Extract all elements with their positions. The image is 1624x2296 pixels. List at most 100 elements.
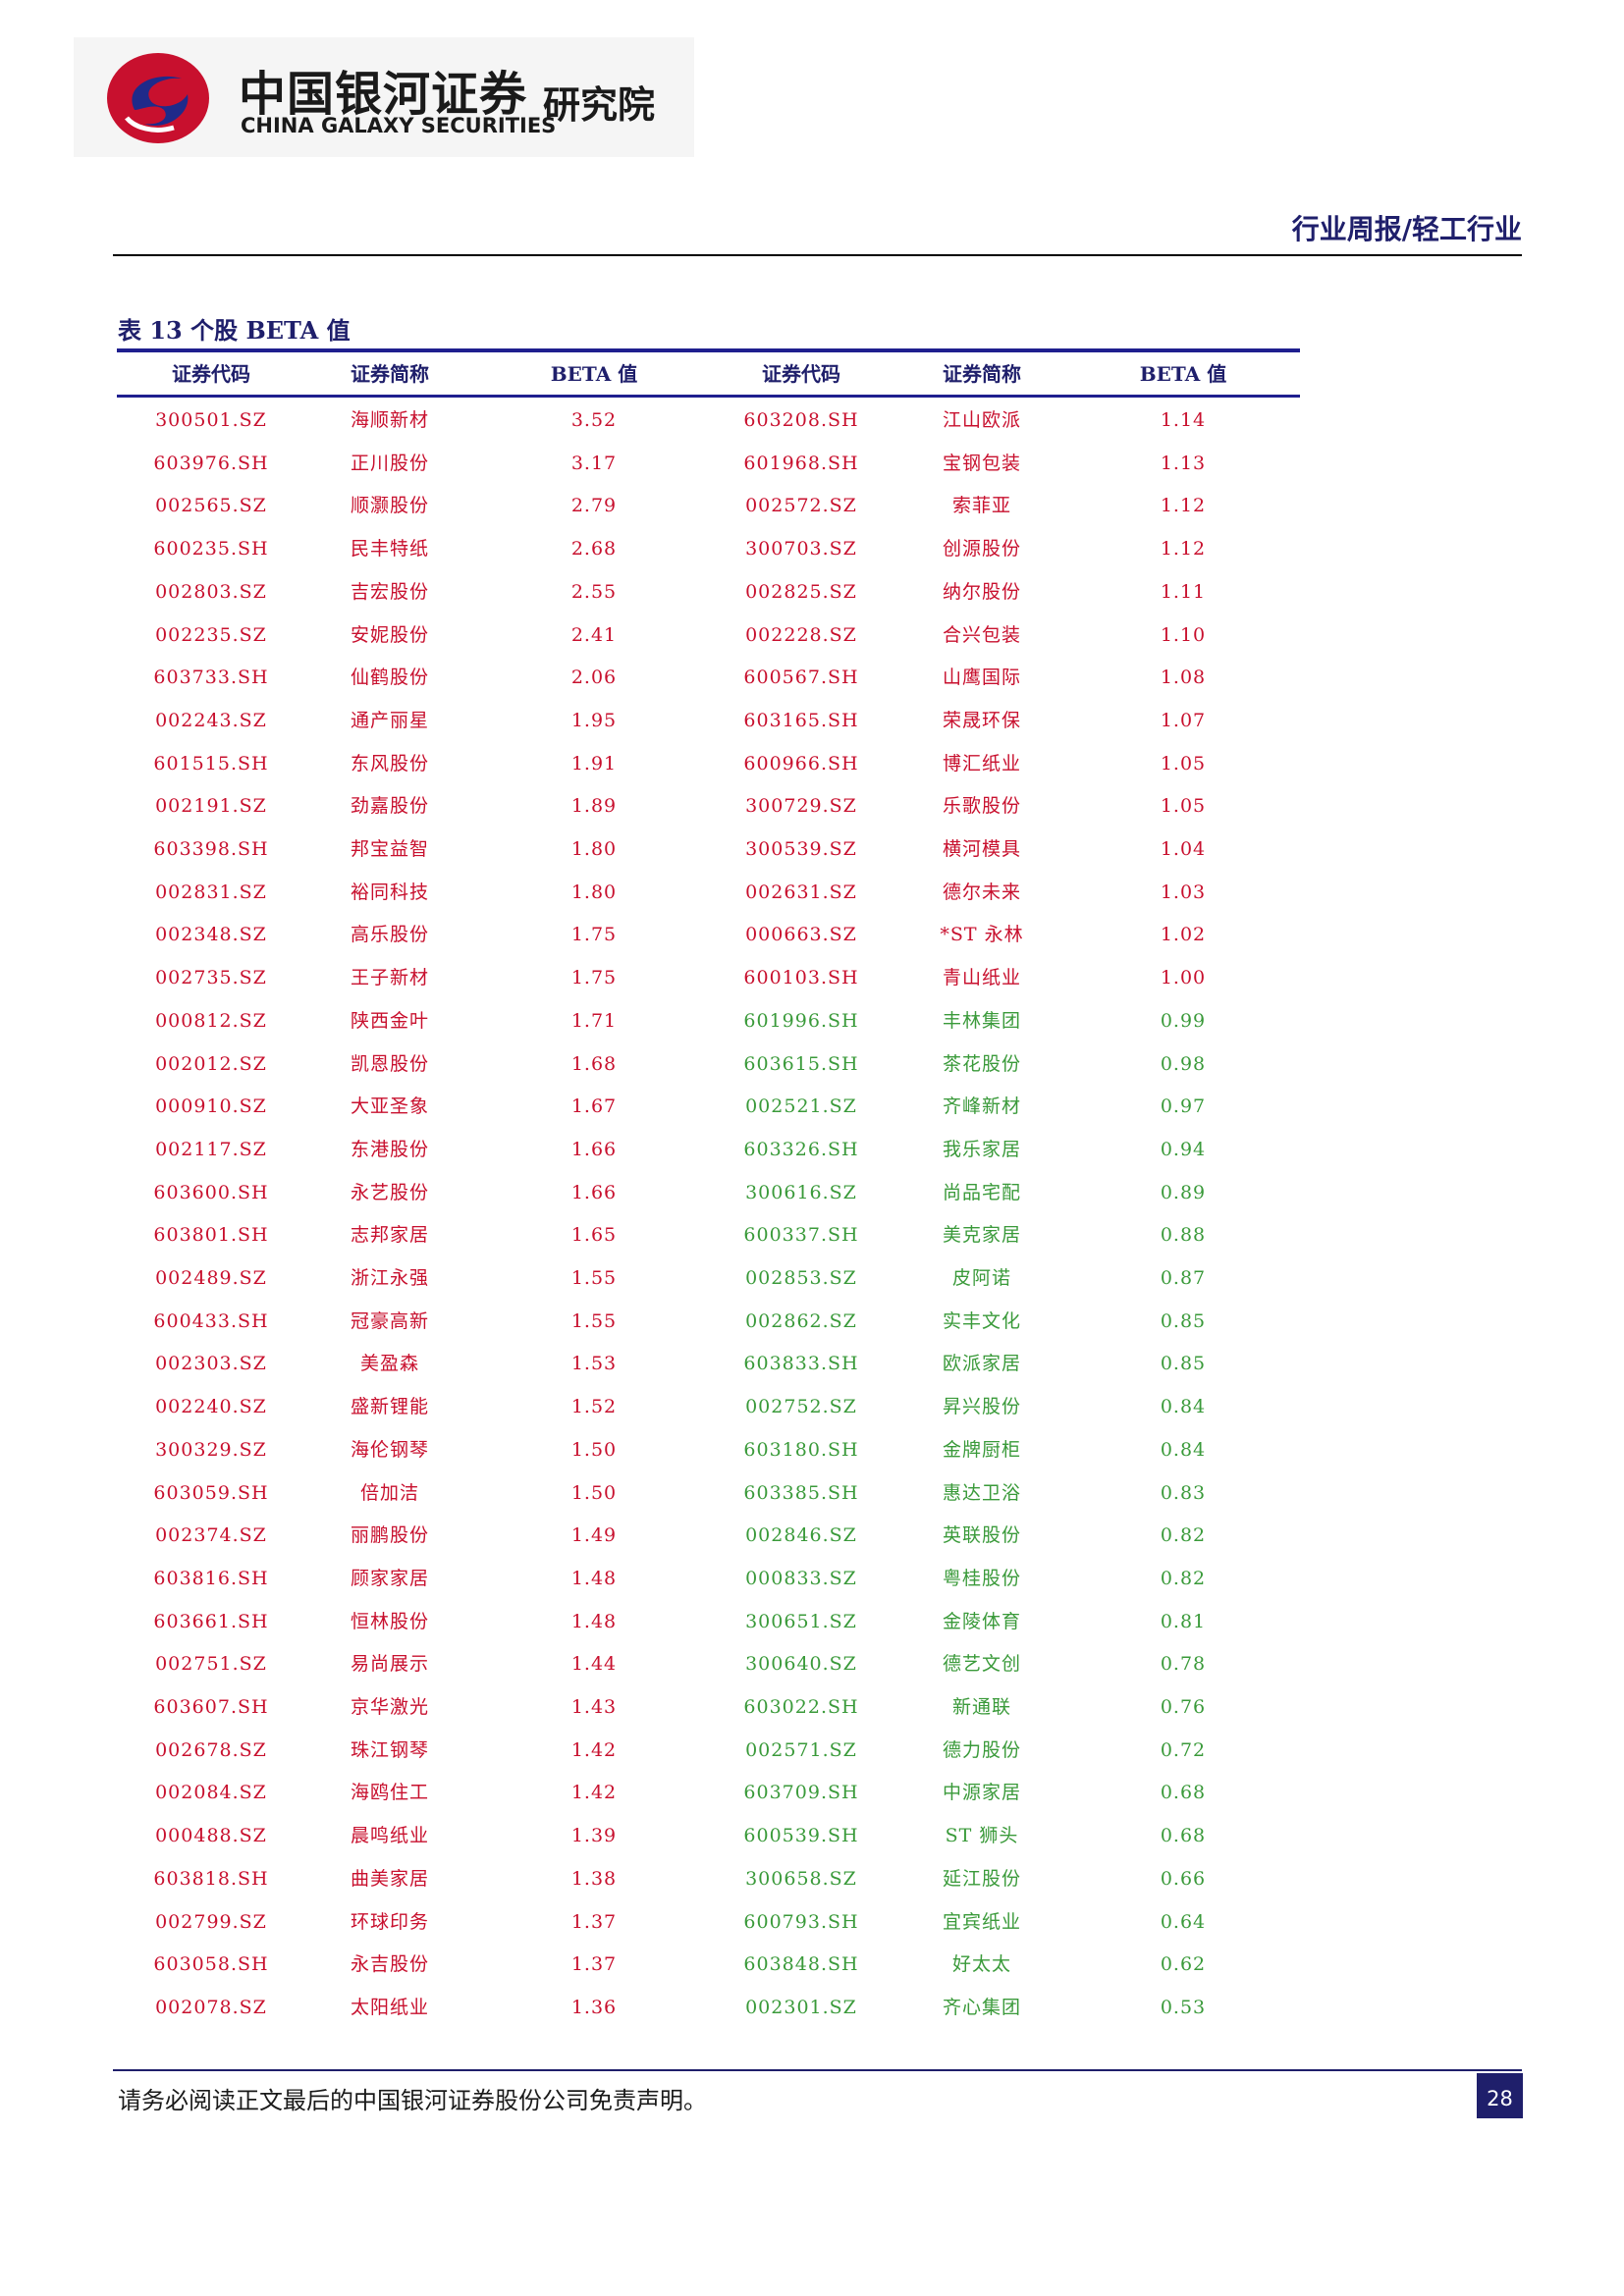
cell-beta-right: 0.78 (1160, 1653, 1207, 1675)
cell-name-right: 茶花股份 (942, 1053, 1021, 1075)
cell-beta-right: 1.05 (1160, 753, 1207, 774)
cell-code-left: 300329.SZ (155, 1439, 267, 1461)
cell-beta-right: 1.05 (1160, 795, 1207, 817)
cell-code-left: 002240.SZ (155, 1396, 267, 1417)
cell-code-left: 000910.SZ (155, 1095, 267, 1117)
cell-code-left: 603818.SH (153, 1868, 269, 1890)
cell-code-left: 002735.SZ (155, 967, 267, 988)
cell-name-left: 永艺股份 (350, 1182, 429, 1203)
cell-code-right: 300539.SZ (745, 838, 857, 860)
cell-beta-left: 1.38 (570, 1868, 618, 1890)
cell-beta-left: 1.55 (570, 1267, 618, 1289)
cell-beta-left: 1.48 (570, 1568, 618, 1589)
cell-beta-left: 1.50 (570, 1439, 618, 1461)
cell-beta-right: 0.68 (1160, 1825, 1207, 1846)
cell-beta-left: 3.17 (570, 453, 618, 474)
cell-code-left: 002803.SZ (155, 581, 267, 603)
cell-code-right: 603709.SH (743, 1782, 859, 1803)
cell-name-left: 邦宝益智 (350, 838, 429, 860)
cell-code-right: 002572.SZ (745, 495, 857, 516)
cell-code-left: 603801.SH (153, 1224, 269, 1246)
cell-code-left: 002117.SZ (155, 1139, 267, 1160)
cell-beta-left: 1.52 (570, 1396, 618, 1417)
cell-name-left: 易尚展示 (350, 1653, 429, 1675)
cell-beta-right: 1.03 (1160, 881, 1207, 903)
cell-beta-left: 2.79 (570, 495, 618, 516)
cell-name-right: 中源家居 (942, 1782, 1021, 1803)
cell-beta-left: 1.42 (570, 1782, 618, 1803)
cell-beta-right: 1.02 (1160, 924, 1207, 945)
cell-name-left: 丽鹏股份 (350, 1524, 429, 1546)
cell-name-right: 惠达卫浴 (942, 1482, 1021, 1504)
cell-beta-right: 1.12 (1160, 538, 1207, 560)
cell-beta-left: 1.91 (570, 753, 618, 774)
cell-code-right: 002862.SZ (745, 1310, 857, 1332)
cell-name-right: 好太太 (951, 1953, 1011, 1975)
cell-beta-left: 2.55 (570, 581, 618, 603)
cell-code-left: 002348.SZ (155, 924, 267, 945)
cell-name-right: 金陵体育 (942, 1611, 1021, 1632)
cell-name-left: 安妮股份 (350, 624, 429, 646)
cell-code-right: 600793.SH (743, 1911, 859, 1933)
cell-beta-right: 0.64 (1160, 1911, 1207, 1933)
logo-english-name: CHINA GALAXY SECURITIES (241, 114, 557, 137)
cell-code-right: 600103.SH (743, 967, 859, 988)
cell-code-right: 603022.SH (743, 1696, 859, 1718)
cell-beta-left: 1.66 (570, 1139, 618, 1160)
cell-beta-right: 1.11 (1160, 581, 1207, 603)
column-header-code-right: 证券代码 (762, 362, 840, 386)
cell-name-left: 志邦家居 (350, 1224, 429, 1246)
cell-name-right: 德力股份 (942, 1739, 1021, 1761)
cell-name-left: 仙鹤股份 (350, 667, 429, 688)
cell-code-left: 002191.SZ (155, 795, 267, 817)
cell-name-right: 乐歌股份 (942, 795, 1021, 817)
cell-code-right: 002825.SZ (745, 581, 857, 603)
cell-name-right: 江山欧派 (942, 409, 1021, 431)
column-header-beta-right: BETA 值 (1139, 362, 1227, 386)
cell-beta-left: 1.37 (570, 1953, 618, 1975)
cell-beta-left: 1.71 (570, 1010, 618, 1032)
cell-code-left: 600235.SH (153, 538, 269, 560)
cell-code-right: 002301.SZ (745, 1997, 857, 2018)
cell-beta-left: 1.42 (570, 1739, 618, 1761)
cell-beta-left: 1.55 (570, 1310, 618, 1332)
cell-code-left: 002303.SZ (155, 1353, 267, 1374)
cell-name-left: 冠豪高新 (350, 1310, 429, 1332)
cell-code-right: 002228.SZ (745, 624, 857, 646)
cell-name-right: 欧派家居 (942, 1353, 1021, 1374)
cell-code-left: 300501.SZ (155, 409, 267, 431)
cell-name-left: 浙江永强 (350, 1267, 429, 1289)
table-header-rule (117, 395, 1300, 398)
logo-institute: 研究院 (543, 83, 656, 127)
cell-code-right: 603833.SH (743, 1353, 859, 1374)
cell-beta-left: 1.44 (570, 1653, 618, 1675)
cell-name-left: 珠江钢琴 (350, 1739, 429, 1761)
cell-code-left: 002831.SZ (155, 881, 267, 903)
cell-code-left: 002012.SZ (155, 1053, 267, 1075)
cell-code-left: 002799.SZ (155, 1911, 267, 1933)
cell-code-left: 002565.SZ (155, 495, 267, 516)
cell-name-right: *ST 永林 (940, 924, 1024, 945)
cell-code-right: 600337.SH (743, 1224, 859, 1246)
cell-name-right: 粤桂股份 (942, 1568, 1021, 1589)
cell-name-left: 京华激光 (350, 1696, 429, 1718)
cell-name-right: 尚品宅配 (942, 1182, 1021, 1203)
cell-beta-right: 0.68 (1160, 1782, 1207, 1803)
cell-beta-right: 0.84 (1160, 1396, 1207, 1417)
cell-name-left: 高乐股份 (350, 924, 429, 945)
cell-beta-left: 1.95 (570, 710, 618, 731)
cell-name-right: 新通联 (951, 1696, 1011, 1718)
cell-beta-left: 1.53 (570, 1353, 618, 1374)
cell-beta-right: 0.53 (1160, 1997, 1207, 2018)
cell-beta-right: 0.76 (1160, 1696, 1207, 1718)
cell-name-right: 德艺文创 (942, 1653, 1021, 1675)
cell-name-left: 盛新锂能 (350, 1396, 429, 1417)
cell-code-right: 000833.SZ (745, 1568, 857, 1589)
cell-code-right: 601968.SH (743, 453, 859, 474)
cell-code-right: 603848.SH (743, 1953, 859, 1975)
cell-beta-left: 2.68 (570, 538, 618, 560)
cell-code-left: 603976.SH (153, 453, 269, 474)
cell-beta-left: 1.43 (570, 1696, 618, 1718)
cell-beta-right: 0.82 (1160, 1524, 1207, 1546)
cell-name-right: 青山纸业 (942, 967, 1021, 988)
